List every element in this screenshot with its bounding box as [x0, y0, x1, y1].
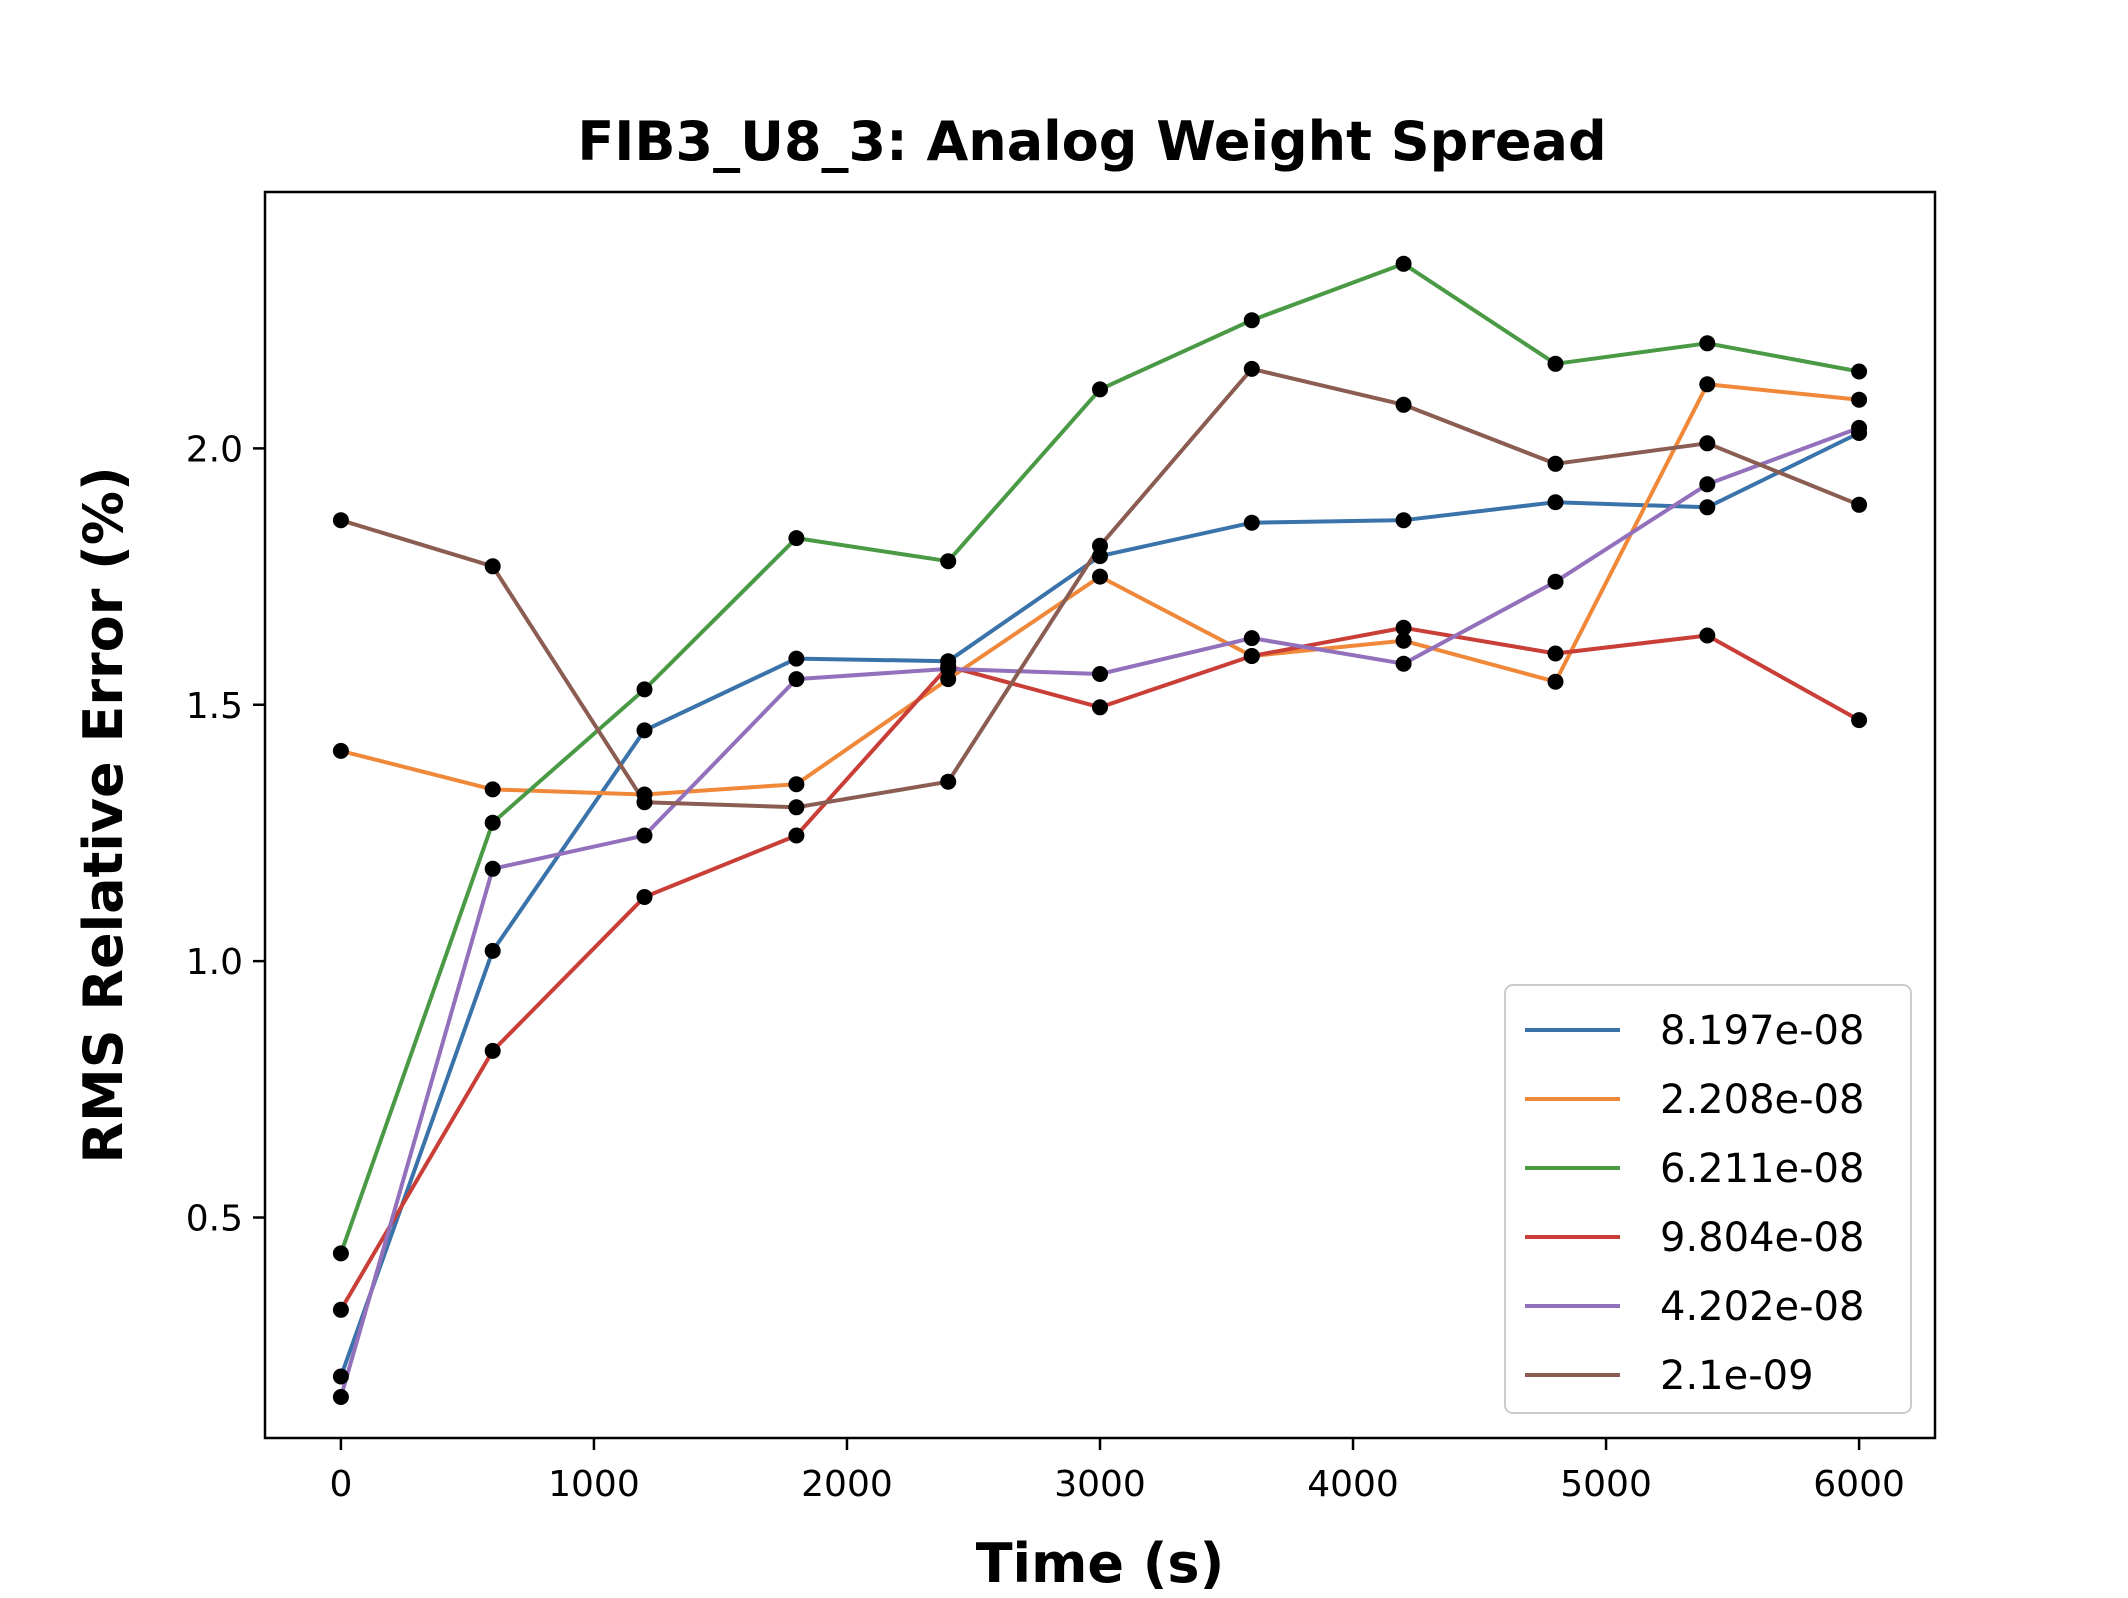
data-point [788, 799, 805, 816]
data-point [332, 1368, 349, 1385]
x-axis: 0 1000 2000 3000 4000 5000 6000 [329, 1438, 1905, 1505]
data-point [332, 1245, 349, 1262]
data-point [332, 512, 349, 529]
data-point [332, 742, 349, 759]
data-point [1699, 499, 1716, 516]
data-point [1851, 712, 1868, 729]
marker-layer [332, 255, 1868, 1405]
data-point [636, 889, 653, 905]
data-point [1243, 360, 1260, 377]
data-point [1851, 391, 1868, 408]
y-tick-label: 2.0 [186, 429, 243, 470]
data-point [1699, 476, 1716, 493]
legend: 8.197e-08 2.208e-08 6.211e-08 9.804e-08 4.20… [1504, 984, 1912, 1414]
data-point [1547, 355, 1564, 372]
data-point [636, 722, 653, 739]
data-point [1092, 666, 1108, 682]
data-point [1547, 455, 1564, 472]
y-axis: 0.5 1.0 1.5 2.0 [186, 429, 265, 1240]
data-point [940, 553, 957, 570]
data-point [1699, 376, 1716, 393]
y-axis-title: RMS Relative Error (%) [72, 466, 135, 1163]
x-tick-label: 2000 [801, 1464, 893, 1505]
data-point [788, 827, 805, 844]
data-point [1092, 699, 1108, 716]
data-point [1395, 655, 1412, 672]
data-point [1851, 419, 1868, 436]
data-point [1395, 396, 1412, 413]
data-point [940, 773, 957, 790]
data-point [788, 671, 805, 688]
data-point [636, 827, 653, 844]
x-tick-label: 4000 [1307, 1464, 1399, 1505]
data-point [1699, 335, 1716, 352]
x-tick-label: 5000 [1560, 1464, 1652, 1505]
data-point [1243, 648, 1260, 664]
y-tick-label: 0.5 [186, 1199, 243, 1240]
data-point [1243, 630, 1260, 647]
data-point [484, 558, 501, 575]
data-point [1547, 673, 1564, 690]
chart-title: FIB3_U8_3: Analog Weight Spread [577, 110, 1606, 173]
y-tick-label: 1.5 [186, 686, 243, 727]
data-point [1547, 494, 1564, 511]
data-point [788, 650, 805, 667]
data-point [788, 776, 805, 793]
data-point [1699, 627, 1716, 644]
data-point [1547, 573, 1564, 590]
data-point [1547, 645, 1564, 662]
data-point [1395, 619, 1412, 636]
data-point [1092, 381, 1108, 398]
x-axis-title: Time (s) [976, 1532, 1225, 1595]
x-tick-label: 3000 [1054, 1464, 1146, 1505]
legend-label-4: 4.202e-08 [1660, 1284, 1864, 1330]
data-point [940, 660, 957, 677]
data-point [484, 942, 501, 959]
legend-label-3: 9.804e-08 [1660, 1215, 1864, 1261]
data-point [1851, 363, 1868, 380]
data-point [1092, 537, 1108, 554]
data-point [788, 530, 805, 547]
data-point [1395, 512, 1412, 529]
legend-label-1: 2.208e-08 [1660, 1077, 1864, 1123]
legend-label-2: 6.211e-08 [1660, 1146, 1864, 1192]
y-tick-label: 1.0 [186, 942, 243, 983]
data-point [1851, 496, 1868, 513]
data-point [484, 860, 501, 877]
x-tick-label: 0 [329, 1464, 352, 1505]
data-point [636, 681, 653, 698]
data-point [332, 1389, 349, 1405]
x-tick-label: 6000 [1813, 1464, 1905, 1505]
data-point [332, 1301, 349, 1318]
data-point [484, 1042, 501, 1059]
data-point [1092, 568, 1108, 585]
data-point [484, 814, 501, 831]
data-point [1699, 435, 1716, 452]
data-point [1395, 632, 1412, 649]
data-point [1243, 514, 1260, 531]
data-point [636, 794, 653, 811]
legend-label-5: 2.1e-09 [1660, 1353, 1814, 1399]
legend-label-0: 8.197e-08 [1660, 1008, 1864, 1054]
data-point [484, 781, 501, 798]
x-tick-label: 1000 [548, 1464, 640, 1505]
data-point [1395, 255, 1412, 272]
data-point [1243, 312, 1260, 329]
